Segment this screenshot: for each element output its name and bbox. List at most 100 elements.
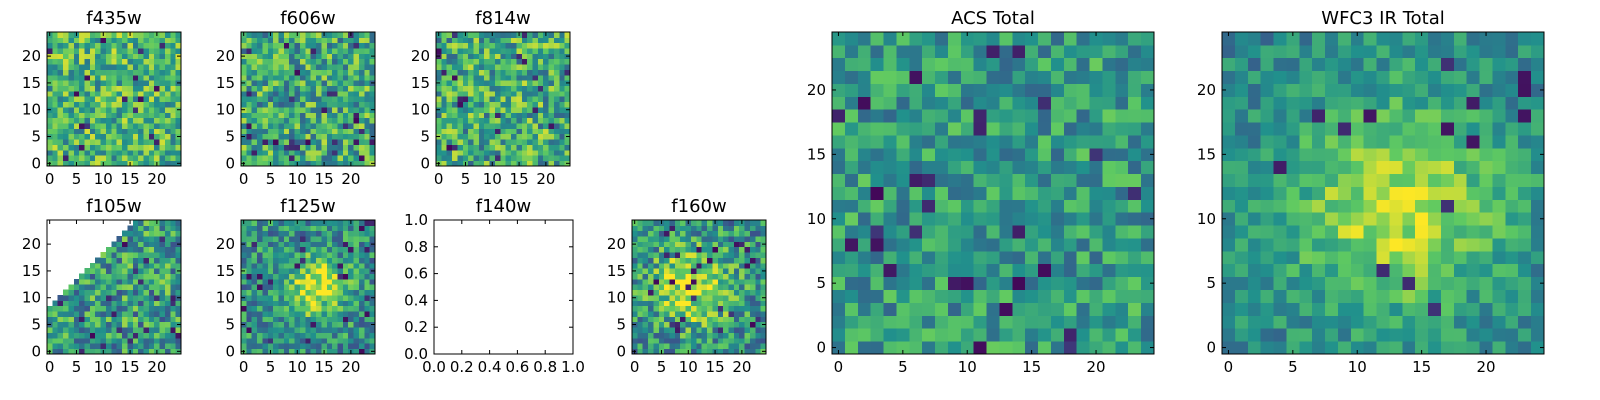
heatmap-cell — [294, 252, 301, 258]
heatmap-cell — [669, 284, 676, 291]
heatmap-cell — [116, 139, 123, 145]
heatmap-cell — [1337, 341, 1352, 355]
heatmap-cell — [446, 107, 453, 113]
heatmap-cell — [148, 252, 155, 258]
heatmap-cell — [755, 289, 762, 296]
heatmap-cell — [1050, 238, 1065, 252]
heatmap-cell — [63, 37, 69, 44]
heatmap-cell — [143, 155, 150, 162]
axes-frame — [240, 31, 376, 167]
heatmap-cell — [289, 74, 295, 81]
heatmap-cell — [1453, 315, 1468, 329]
heatmap-cell — [744, 284, 751, 291]
heatmap-cell — [723, 262, 729, 269]
heatmap-cell — [79, 348, 85, 355]
heatmap-cell — [527, 37, 533, 44]
heatmap-cell — [733, 316, 740, 323]
heatmap-cell — [1222, 238, 1236, 252]
heatmap-cell — [132, 348, 139, 355]
heatmap-cell — [1440, 160, 1455, 175]
heatmap-cell — [122, 295, 128, 301]
heatmap-cell — [883, 57, 897, 72]
heatmap-cell — [73, 327, 80, 333]
heatmap-cell — [728, 300, 735, 307]
x-tick-label: 10 — [483, 170, 502, 188]
heatmap-cell — [164, 32, 171, 38]
heatmap-cell — [316, 139, 322, 145]
heatmap-cell — [728, 257, 735, 264]
heatmap-cell — [1440, 341, 1455, 355]
heatmap-cell — [642, 262, 649, 269]
heatmap-cell — [116, 64, 123, 70]
heatmap-cell — [95, 74, 101, 81]
heatmap-cell — [358, 230, 365, 237]
heatmap-cell — [257, 262, 263, 269]
heatmap-cell — [1389, 212, 1403, 226]
heatmap-cell — [47, 101, 53, 108]
heatmap-cell — [632, 316, 638, 323]
heatmap-cell — [138, 101, 144, 108]
heatmap-cell — [1350, 302, 1365, 316]
heatmap-cell — [553, 58, 560, 65]
heatmap-cell — [648, 305, 654, 312]
heatmap-cell — [273, 101, 279, 108]
heatmap-cell — [1428, 328, 1442, 342]
heatmap-cell — [723, 289, 729, 296]
heatmap-cell — [696, 246, 703, 253]
heatmap-cell — [326, 225, 333, 232]
heatmap-cell — [299, 321, 306, 328]
heatmap-cell — [1479, 302, 1493, 316]
heatmap-cell — [733, 327, 740, 333]
heatmap-cell — [1115, 160, 1129, 175]
heatmap-cell — [935, 276, 949, 290]
heatmap-cell — [960, 199, 975, 213]
heatmap-cell — [1222, 328, 1236, 342]
heatmap-cell — [947, 147, 962, 162]
heatmap-cell — [1102, 160, 1116, 175]
heatmap-cell — [132, 230, 139, 237]
heatmap-cell — [278, 42, 285, 49]
heatmap-cell — [744, 257, 751, 264]
heatmap-cell — [648, 327, 654, 333]
axes-frame — [433, 219, 574, 355]
heatmap-cell — [896, 289, 910, 303]
heatmap-cell — [305, 144, 312, 151]
heatmap-cell — [305, 316, 312, 323]
heatmap-cell — [548, 144, 555, 151]
heatmap-cell — [452, 107, 458, 113]
heatmap-cell — [960, 109, 975, 123]
heatmap-cell — [246, 230, 253, 237]
heatmap-cell — [505, 101, 512, 108]
heatmap-cell — [1260, 173, 1274, 187]
heatmap-cell — [116, 112, 123, 119]
heatmap-cell — [73, 149, 80, 156]
heatmap-cell — [760, 337, 767, 344]
heatmap-cell — [1505, 135, 1519, 149]
heatmap-cell — [1102, 199, 1116, 213]
heatmap-cell — [1102, 57, 1116, 72]
heatmap-cell — [680, 289, 686, 296]
heatmap-cell — [1389, 147, 1403, 162]
heatmap-cell — [159, 74, 166, 81]
x-tick-label: 5 — [898, 358, 908, 376]
heatmap-cell — [241, 128, 247, 135]
heatmap-cell — [696, 337, 703, 344]
heatmap-cell — [84, 155, 91, 162]
heatmap-cell — [1363, 250, 1377, 265]
heatmap-cell — [648, 268, 654, 274]
heatmap-cell — [473, 42, 480, 49]
heatmap-cell — [857, 173, 872, 187]
heatmap-cell — [262, 273, 269, 280]
heatmap-cell — [648, 289, 654, 296]
heatmap-cell — [100, 295, 107, 301]
heatmap-cell — [658, 289, 665, 296]
heatmap-cell — [353, 348, 360, 355]
heatmap-cell — [484, 144, 490, 151]
heatmap-cell — [111, 101, 118, 108]
heatmap-cell — [170, 327, 177, 333]
heatmap-cell — [89, 32, 96, 38]
heatmap-cell — [553, 74, 560, 81]
heatmap-cell — [935, 238, 949, 252]
heatmap-cell — [358, 133, 365, 140]
